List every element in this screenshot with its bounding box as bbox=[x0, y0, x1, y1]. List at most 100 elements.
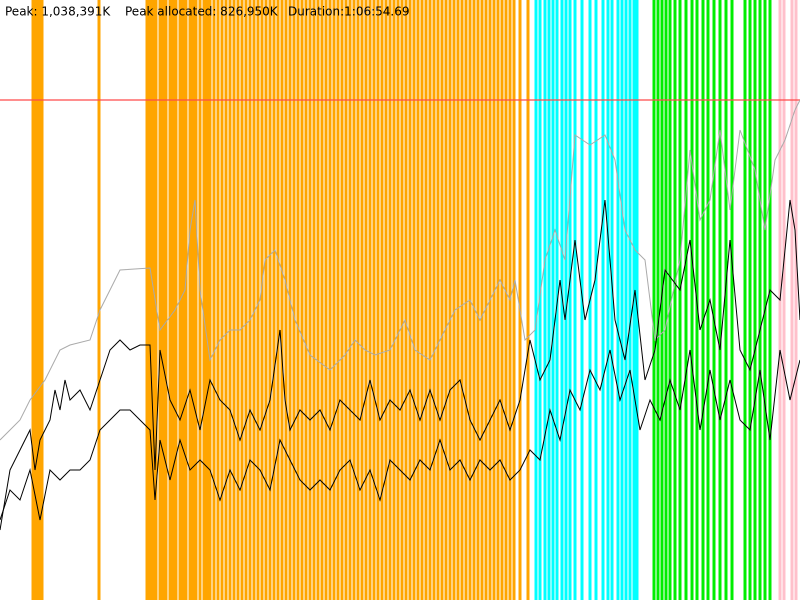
event-bar bbox=[408, 0, 412, 600]
event-bars bbox=[31, 0, 798, 600]
event-bar bbox=[668, 0, 672, 600]
event-bar bbox=[188, 0, 192, 600]
event-bar bbox=[205, 0, 209, 600]
event-bar bbox=[154, 0, 158, 600]
event-bar bbox=[292, 0, 296, 600]
event-bar bbox=[348, 0, 352, 600]
event-bar bbox=[436, 0, 440, 600]
event-bar bbox=[208, 0, 212, 600]
event-bar bbox=[718, 0, 722, 600]
event-bar bbox=[601, 0, 605, 600]
event-bar bbox=[148, 0, 152, 600]
event-bar bbox=[440, 0, 444, 600]
event-bar bbox=[678, 0, 682, 600]
lines bbox=[0, 99, 800, 531]
event-bar bbox=[512, 0, 516, 600]
event-bar bbox=[476, 0, 480, 600]
event-bar bbox=[753, 0, 757, 600]
event-bar bbox=[340, 0, 344, 600]
event-bar bbox=[518, 0, 522, 600]
event-bar bbox=[332, 0, 336, 600]
event-bar bbox=[743, 0, 747, 600]
event-bar bbox=[184, 0, 188, 600]
event-bar bbox=[276, 0, 280, 600]
event-bar bbox=[392, 0, 396, 600]
event-bar bbox=[690, 0, 694, 600]
event-bar bbox=[794, 0, 798, 600]
event-bar bbox=[790, 0, 794, 600]
event-bar bbox=[244, 0, 248, 600]
event-bar bbox=[268, 0, 272, 600]
event-bar bbox=[224, 0, 228, 600]
event-bar bbox=[232, 0, 236, 600]
event-bar bbox=[504, 0, 508, 600]
event-bar bbox=[388, 0, 392, 600]
event-bar bbox=[264, 0, 268, 600]
event-bar bbox=[624, 0, 628, 600]
event-bar bbox=[448, 0, 452, 600]
event-bar bbox=[652, 0, 656, 600]
series-line bbox=[0, 349, 800, 521]
event-bar bbox=[480, 0, 484, 600]
event-bar bbox=[763, 0, 767, 600]
event-bar bbox=[236, 0, 240, 600]
header: Peak: 1,038,391K Peak allocated: 826,950… bbox=[5, 5, 410, 19]
event-bar bbox=[620, 0, 624, 600]
event-bar bbox=[368, 0, 372, 600]
event-bar bbox=[202, 0, 206, 600]
event-bar bbox=[758, 0, 762, 600]
event-bar bbox=[568, 0, 572, 600]
event-bar bbox=[164, 0, 168, 600]
event-bar bbox=[280, 0, 284, 600]
event-bar bbox=[97, 0, 101, 600]
event-bar bbox=[352, 0, 356, 600]
event-bar bbox=[194, 0, 198, 600]
event-bar bbox=[220, 0, 224, 600]
event-bar bbox=[31, 0, 35, 600]
event-bar bbox=[212, 0, 216, 600]
event-bar bbox=[168, 0, 172, 600]
event-bar bbox=[712, 0, 716, 600]
event-bar bbox=[456, 0, 460, 600]
event-bar bbox=[384, 0, 388, 600]
event-bar bbox=[706, 0, 710, 600]
event-bar bbox=[460, 0, 464, 600]
event-bar bbox=[308, 0, 312, 600]
event-bar bbox=[336, 0, 340, 600]
event-bar bbox=[656, 0, 660, 600]
duration-label: Duration:1:06:54.69 bbox=[288, 5, 410, 19]
peak-label: Peak: 1,038,391K bbox=[5, 5, 111, 19]
event-bar bbox=[404, 0, 408, 600]
event-bar bbox=[573, 0, 577, 600]
event-bar bbox=[37, 0, 41, 600]
event-bar bbox=[730, 0, 734, 600]
event-bar bbox=[724, 0, 728, 600]
event-bar bbox=[538, 0, 542, 600]
event-bar bbox=[748, 0, 752, 600]
event-bar bbox=[360, 0, 364, 600]
event-bar bbox=[424, 0, 428, 600]
event-bar bbox=[316, 0, 320, 600]
event-bar bbox=[768, 0, 772, 600]
event-bar bbox=[312, 0, 316, 600]
event-bar bbox=[547, 0, 551, 600]
event-bar bbox=[673, 0, 677, 600]
event-bar bbox=[364, 0, 368, 600]
event-bar bbox=[660, 0, 664, 600]
event-bar bbox=[191, 0, 195, 600]
event-bar bbox=[171, 0, 175, 600]
event-bar bbox=[158, 0, 162, 600]
event-bar bbox=[606, 0, 610, 600]
event-bar bbox=[400, 0, 404, 600]
event-bar bbox=[40, 0, 44, 600]
event-bar bbox=[472, 0, 476, 600]
event-bar bbox=[228, 0, 232, 600]
event-bar bbox=[216, 0, 220, 600]
event-bar bbox=[432, 0, 436, 600]
event-bar bbox=[534, 0, 538, 600]
series-line bbox=[0, 99, 800, 441]
event-bar bbox=[782, 0, 786, 600]
event-bar bbox=[240, 0, 244, 600]
event-bar bbox=[564, 0, 568, 600]
